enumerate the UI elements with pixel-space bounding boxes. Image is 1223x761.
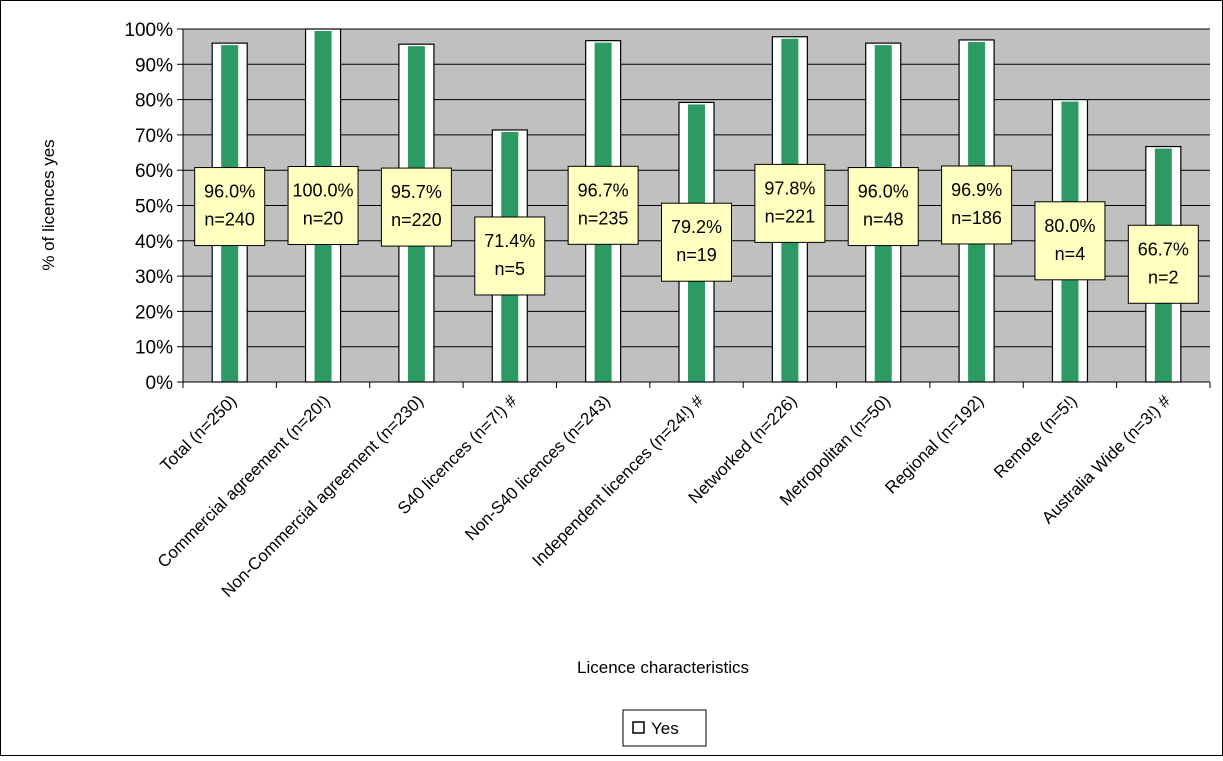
- data-label-box: [1128, 225, 1198, 303]
- y-tick-label: 80%: [135, 91, 173, 112]
- data-label-box: [475, 217, 545, 295]
- y-tick-label: 50%: [135, 197, 173, 218]
- data-label-count: n=19: [676, 245, 717, 265]
- data-label: 71.4% n=5: [475, 217, 545, 295]
- data-label-value: 96.9%: [951, 180, 1002, 200]
- data-label-value: 80.0%: [1044, 216, 1095, 236]
- data-label-count: n=235: [578, 208, 629, 228]
- data-label-count: n=4: [1055, 244, 1086, 264]
- data-label-value: 100.0%: [293, 181, 354, 201]
- data-label-value: 66.7%: [1138, 239, 1189, 259]
- data-label: 66.7% n=2: [1128, 225, 1198, 303]
- data-label-count: n=240: [204, 210, 255, 230]
- data-label-box: [662, 203, 732, 281]
- data-label-value: 96.7%: [578, 180, 629, 200]
- data-label-value: 97.8%: [764, 178, 815, 198]
- y-tick-label: 30%: [135, 267, 173, 288]
- y-tick-label: 0%: [146, 373, 174, 394]
- data-label-count: n=5: [494, 259, 525, 279]
- y-tick-label: 90%: [135, 55, 173, 76]
- data-label-value: 96.0%: [204, 182, 255, 202]
- data-label-count: n=2: [1148, 267, 1179, 287]
- y-tick-label: 20%: [135, 302, 173, 323]
- legend: Yes: [623, 710, 706, 746]
- y-axis-title: % of licences yes: [39, 139, 58, 270]
- data-label-value: 96.0%: [858, 182, 909, 202]
- data-label-box: [848, 168, 918, 246]
- data-label-box: [568, 166, 638, 244]
- y-tick-label: 40%: [135, 232, 173, 253]
- data-label: 79.2% n=19: [662, 203, 732, 281]
- data-label-value: 79.2%: [671, 217, 722, 237]
- data-label: 97.8% n=221: [755, 164, 825, 242]
- legend-label-yes: Yes: [651, 719, 679, 738]
- data-label-box: [381, 168, 451, 246]
- data-label: 80.0% n=4: [1035, 202, 1105, 280]
- y-tick-label: 10%: [135, 338, 173, 359]
- y-tick-label: 100%: [124, 20, 173, 41]
- data-label-box: [755, 164, 825, 242]
- data-label-box: [195, 168, 265, 246]
- data-label-count: n=20: [303, 209, 344, 229]
- data-label-box: [942, 166, 1012, 244]
- y-tick-label: 60%: [135, 161, 173, 182]
- data-label-value: 95.7%: [391, 182, 442, 202]
- data-label: 96.9% n=186: [942, 166, 1012, 244]
- data-label: 96.0% n=240: [195, 168, 265, 246]
- data-label: 95.7% n=220: [381, 168, 451, 246]
- y-tick-label: 70%: [135, 126, 173, 147]
- data-label-count: n=221: [765, 206, 816, 226]
- data-label-count: n=220: [391, 210, 442, 230]
- data-label-value: 71.4%: [484, 231, 535, 251]
- data-label-box: [1035, 202, 1105, 280]
- data-label: 96.7% n=235: [568, 166, 638, 244]
- data-label: 100.0% n=20: [288, 167, 358, 245]
- data-label-count: n=48: [863, 210, 904, 230]
- data-label-box: [288, 167, 358, 245]
- legend-swatch-yes: [633, 722, 644, 733]
- data-label-count: n=186: [951, 208, 1002, 228]
- x-axis-title: Licence characteristics: [577, 658, 749, 677]
- data-label: 96.0% n=48: [848, 168, 918, 246]
